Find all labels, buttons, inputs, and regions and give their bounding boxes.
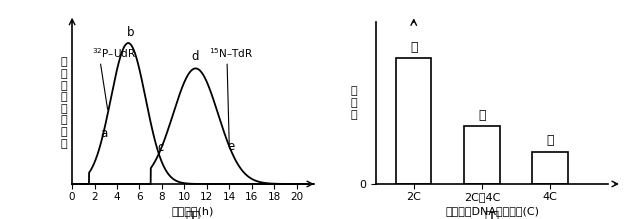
Y-axis label: 细
胞
数: 细 胞 数 (350, 86, 357, 120)
Text: 甲: 甲 (410, 41, 418, 53)
Text: $^{32}$P–UdR: $^{32}$P–UdR (92, 46, 137, 60)
Text: $^{15}$N–TdR: $^{15}$N–TdR (209, 46, 253, 60)
Text: 图一: 图一 (186, 210, 200, 219)
Text: d: d (192, 50, 199, 63)
Y-axis label: 利
用
核
苷
酸
的
速
率: 利 用 核 苷 酸 的 速 率 (60, 57, 67, 148)
Bar (396, 58, 431, 184)
Text: 乙: 乙 (478, 109, 486, 122)
X-axis label: 细胞中的DNA相对含量(C): 细胞中的DNA相对含量(C) (445, 206, 539, 216)
X-axis label: 细胞周期(h): 细胞周期(h) (172, 206, 214, 216)
Text: 丙: 丙 (547, 134, 554, 148)
Bar (532, 152, 568, 184)
Text: e: e (228, 140, 235, 153)
Bar (464, 126, 500, 184)
Text: b: b (127, 26, 134, 39)
Text: 图二: 图二 (485, 210, 500, 219)
Text: c: c (157, 141, 164, 154)
Text: a: a (100, 127, 107, 140)
